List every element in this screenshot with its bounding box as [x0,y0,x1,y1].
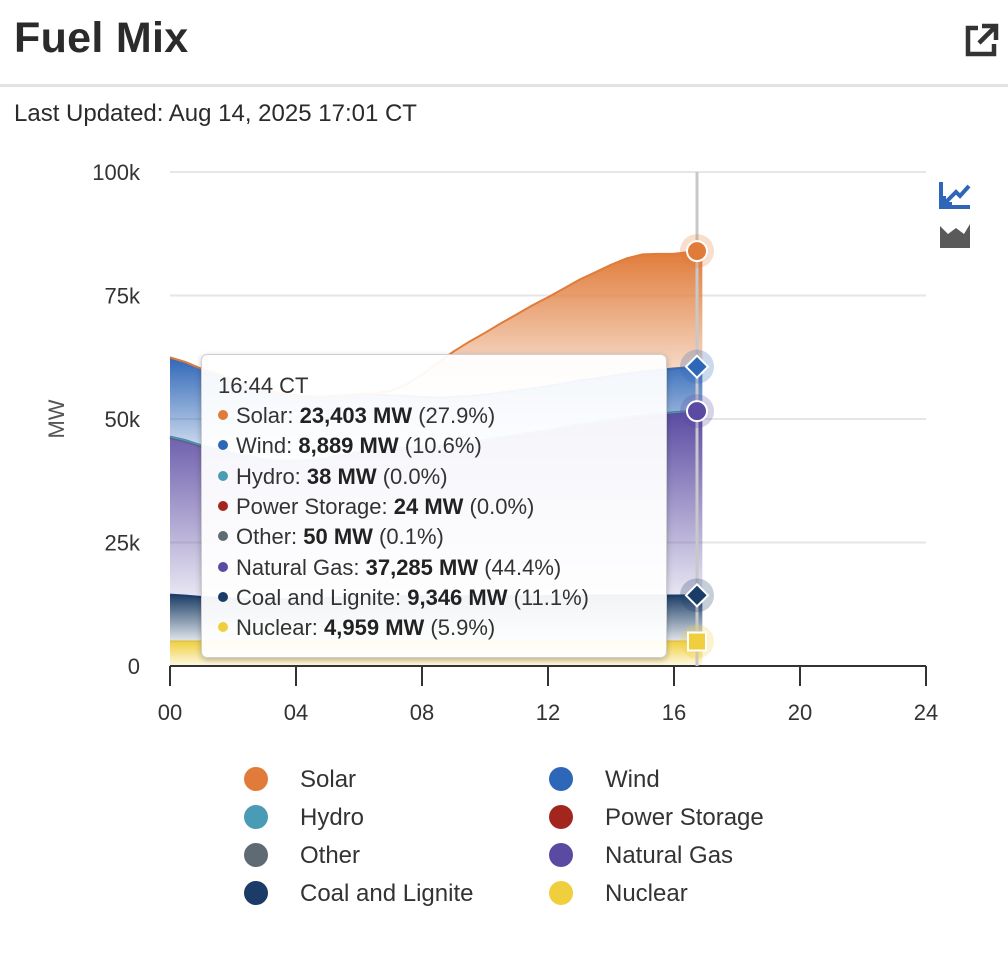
tooltip-value: 50 MW [303,524,373,550]
tooltip-label: Nuclear: [236,615,325,641]
legend-dot-icon [549,767,573,791]
legend-dot-icon [244,805,268,829]
legend-dot-icon [549,805,573,829]
tooltip-dot-icon [218,561,228,572]
legend-label: Natural Gas [605,842,734,869]
tooltip-value: 38 MW [306,463,377,489]
legend-label: Hydro [300,804,365,831]
tooltip-row-power_storage: Power Storage: 24 MW (0.0%) [218,494,534,520]
tooltip-label: Other: [236,524,304,550]
tooltip-row-solar: Solar: 23,403 MW (27.9%) [218,403,495,429]
tooltip-value: 37,285 MW [365,554,479,580]
page-title: Fuel Mix [14,14,189,62]
tooltip: 16:44 CT Solar: 23,403 MW (27.9%) Wind: 8… [201,354,667,658]
tooltip-percent: (27.9%) [412,403,496,428]
x-tick-label: 24 [914,700,938,725]
x-tick-label: 12 [536,700,560,725]
legend-dot-icon [549,881,573,905]
marker-natural-gas [685,400,708,423]
tooltip-label: Coal and Lignite: [236,584,408,610]
x-axis: 00 04 08 12 16 20 24 [158,665,938,725]
tooltip-value: 4,959 MW [324,615,425,641]
tooltip-label: Solar: [236,403,300,428]
line-chart-icon[interactable] [938,180,972,210]
legend-label: Solar [300,766,357,793]
tooltip-time: 16:44 CT [218,373,309,398]
tooltip-row-hydro: Hydro: 38 MW (0.0%) [218,464,448,490]
legend-label: Nuclear [605,880,688,907]
tooltip-value: 23,403 MW [299,403,413,428]
y-tick-label: 25k [105,531,141,556]
tooltip-percent: (0.0%) [463,493,535,519]
legend-dot-icon [244,881,268,905]
tooltip-row-nuclear: Nuclear: 4,959 MW (5.9%) [218,615,495,641]
legend-label: Power Storage [605,804,764,831]
tooltip-label: Wind: [236,433,299,459]
legend-label: Wind [605,766,660,793]
legend-label: Other [300,842,361,869]
tooltip-value: 9,346 MW [407,584,508,610]
y-tick-label: 75k [105,284,141,309]
last-updated: Last Updated: Aug 14, 2025 17:01 CT [14,100,417,127]
tooltip-value: 24 MW [393,493,464,519]
header: Fuel Mix [0,0,1008,87]
marker-solar [685,240,708,263]
x-tick-label: 04 [284,700,308,725]
tooltip-row-wind: Wind: 8,889 MW (10.6%) [218,433,482,459]
tooltip-dot-icon [218,440,228,451]
tooltip-percent: (0.0%) [376,463,448,489]
y-tick-label: 0 [128,654,140,679]
external-link-icon[interactable] [962,22,1000,60]
tooltip-dot-icon [218,410,228,421]
tooltip-value: 8,889 MW [298,433,399,459]
x-tick-label: 20 [788,700,812,725]
y-axis-label: MW [44,399,69,438]
tooltip-label: Hydro: [236,463,307,489]
area-chart-icon[interactable] [938,220,972,250]
tooltip-percent: (10.6%) [398,433,482,459]
tooltip-dot-icon [218,531,228,542]
legend-label: Coal and Lignite [300,880,474,907]
legend-dot-icon [244,767,268,791]
tooltip-label: Natural Gas: [236,554,366,580]
y-tick-label: 100k [92,160,141,185]
marker-nuclear [686,631,707,652]
y-tick-label: 50k [105,407,141,432]
tooltip-row-other: Other: 50 MW (0.1%) [218,524,444,550]
x-tick-label: 08 [410,700,434,725]
tooltip-dot-icon [218,470,228,481]
x-tick-label: 00 [158,700,182,725]
tooltip-percent: (0.1%) [372,524,444,550]
hover-markers [679,234,714,659]
legend-dot-icon [244,843,268,867]
tooltip-dot-icon [218,591,228,602]
tooltip-percent: (11.1%) [507,584,590,610]
marker-coal [684,582,710,608]
y-axis: 0 25k 50k 75k 100k MW [44,160,141,679]
tooltip-percent: (5.9%) [424,615,496,641]
x-tick-label: 16 [662,700,686,725]
tooltip-dot-icon [218,622,228,633]
marker-wind [684,354,710,380]
tooltip-label: Power Storage: [236,493,394,519]
tooltip-row-natural_gas: Natural Gas: 37,285 MW (44.4%) [218,555,561,581]
tooltip-percent: (44.4%) [478,554,562,580]
tooltip-row-coal: Coal and Lignite: 9,346 MW (11.1%) [218,585,589,611]
tooltip-dot-icon [218,501,228,512]
legend-dot-icon [549,843,573,867]
